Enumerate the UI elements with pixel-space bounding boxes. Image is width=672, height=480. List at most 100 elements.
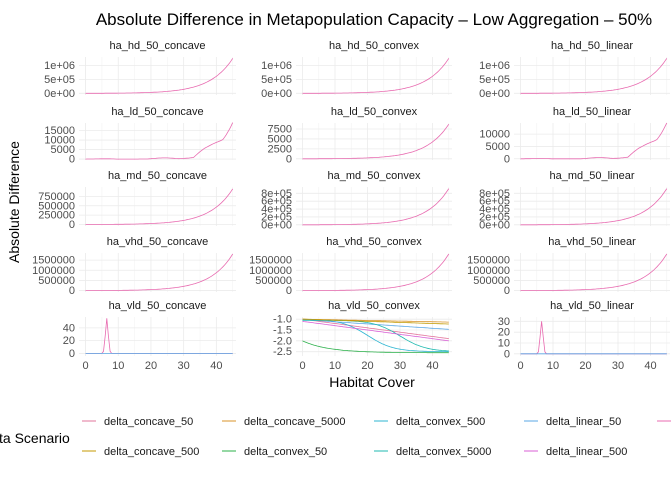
y-tick-label: 0: [69, 219, 75, 231]
y-tick-label: 1000000: [32, 265, 75, 277]
chart-title: Absolute Difference in Metapopulation Ca…: [96, 10, 652, 29]
facet-title: ha_vld_50_concave: [109, 300, 207, 312]
y-tick-label: 500000: [38, 200, 75, 212]
facet-title: ha_ld_50_convex: [331, 106, 418, 118]
y-tick-label: 0e+00: [261, 219, 292, 231]
facet-panel: ha_hd_50_concave 0e+00 5e+05 1e+06: [44, 40, 236, 100]
y-tick-label: 4e+05: [479, 204, 510, 216]
legend-title: Delta Scenario: [0, 430, 70, 446]
facet-title: ha_md_50_convex: [328, 170, 421, 182]
series-line: [302, 253, 450, 291]
legend-label: delta_convex_500: [396, 416, 485, 428]
legend-label: delta_concave_50: [104, 416, 193, 428]
facet-title: ha_vhd_50_convex: [326, 236, 422, 248]
y-tick-label: 1000000: [467, 265, 510, 277]
y-tick-label: 2e+05: [261, 211, 292, 223]
facet-panels: ha_hd_50_concave0e+005e+051e+06ha_hd_50_…: [32, 40, 670, 372]
y-tick-label: 0: [69, 348, 75, 360]
y-tick-label: 5e+05: [44, 74, 75, 86]
y-tick-label: 0e+00: [479, 219, 510, 231]
y-tick-label: 40: [63, 322, 75, 334]
x-tick-label: 30: [612, 360, 624, 372]
y-tick-label: 5000: [51, 144, 75, 156]
x-tick-label: 30: [394, 360, 406, 372]
facet-title: ha_ld_50_concave: [111, 106, 203, 118]
y-tick-label: 0: [286, 285, 292, 297]
series-line: [520, 253, 668, 291]
facet-title: ha_hd_50_concave: [109, 40, 205, 52]
y-tick-label: 250000: [38, 210, 75, 222]
series-line: [302, 123, 450, 160]
y-tick-label: 5000: [486, 141, 510, 153]
y-tick-label: -2.5: [273, 346, 292, 358]
y-tick-label: 750000: [38, 191, 75, 203]
series-line: [520, 58, 668, 94]
y-tick-label: 0e+00: [261, 88, 292, 100]
series-line: [520, 122, 668, 160]
y-tick-label: 1e+06: [479, 60, 510, 72]
x-tick-label: 0: [299, 360, 305, 372]
x-tick-label: 30: [178, 360, 190, 372]
y-tick-label: 0: [286, 153, 292, 165]
series-line: [302, 318, 449, 325]
x-tick-label: 10: [329, 360, 341, 372]
series-line: [302, 320, 449, 342]
facet-title: ha_md_50_linear: [549, 170, 634, 182]
facet-title: ha_md_50_concave: [108, 170, 207, 182]
facet-panel: ha_hd_50_linear 0e+00 5e+05 1e+06: [479, 40, 670, 100]
series-line: [302, 58, 450, 94]
x-tick-label: 20: [145, 360, 157, 372]
series-line: [85, 253, 234, 291]
y-tick-label: -1.0: [273, 314, 292, 326]
y-tick-label: 0e+00: [479, 88, 510, 100]
y-tick-label: 10: [498, 338, 510, 350]
y-tick-label: -1.5: [273, 325, 292, 337]
y-tick-label: 2500: [268, 143, 292, 155]
y-tick-label: 0: [504, 285, 510, 297]
series-line: [85, 122, 234, 160]
legend-label: delta_linear_500: [546, 446, 627, 458]
x-tick-label: 10: [547, 360, 559, 372]
facet-title: ha_vhd_50_linear: [548, 236, 636, 248]
x-axis-label: Habitat Cover: [329, 374, 415, 390]
y-tick-label: 8e+05: [261, 188, 292, 200]
y-tick-label: 0: [69, 285, 75, 297]
facet-title: ha_vld_50_linear: [550, 300, 634, 312]
y-tick-label: 2e+05: [479, 211, 510, 223]
y-tick-label: 1e+06: [44, 60, 75, 72]
legend-label: delta_linear_50: [546, 416, 621, 428]
y-tick-label: 1500000: [249, 255, 292, 267]
y-tick-label: 0: [69, 154, 75, 166]
y-tick-label: 500000: [38, 275, 75, 287]
y-tick-label: -2.0: [273, 335, 292, 347]
y-tick-label: 5e+05: [261, 74, 292, 86]
legend-label: delta_concave_5000: [244, 416, 346, 428]
x-tick-label: 40: [426, 360, 438, 372]
series-line: [302, 318, 449, 340]
y-tick-label: 15000: [44, 125, 75, 137]
series-line: [520, 321, 667, 355]
series-line: [520, 188, 668, 226]
y-tick-label: 1e+06: [261, 60, 292, 72]
x-tick-label: 0: [82, 360, 88, 372]
y-tick-label: 500000: [473, 275, 510, 287]
y-tick-label: 1500000: [467, 255, 510, 267]
y-tick-label: 6e+05: [261, 196, 292, 208]
y-tick-label: 500000: [255, 275, 292, 287]
y-tick-label: 0: [504, 348, 510, 360]
x-tick-label: 20: [361, 360, 373, 372]
y-tick-label: 30: [498, 316, 510, 328]
y-tick-label: 1500000: [32, 255, 75, 267]
legend: Delta Scenario delta_concave_50 delta_con…: [0, 416, 671, 458]
legend-label: delta_convex_5000: [396, 446, 491, 458]
series-line: [85, 318, 233, 354]
x-tick-label: 40: [644, 360, 656, 372]
y-tick-label: 8e+05: [479, 188, 510, 200]
y-tick-label: 10000: [44, 135, 75, 147]
